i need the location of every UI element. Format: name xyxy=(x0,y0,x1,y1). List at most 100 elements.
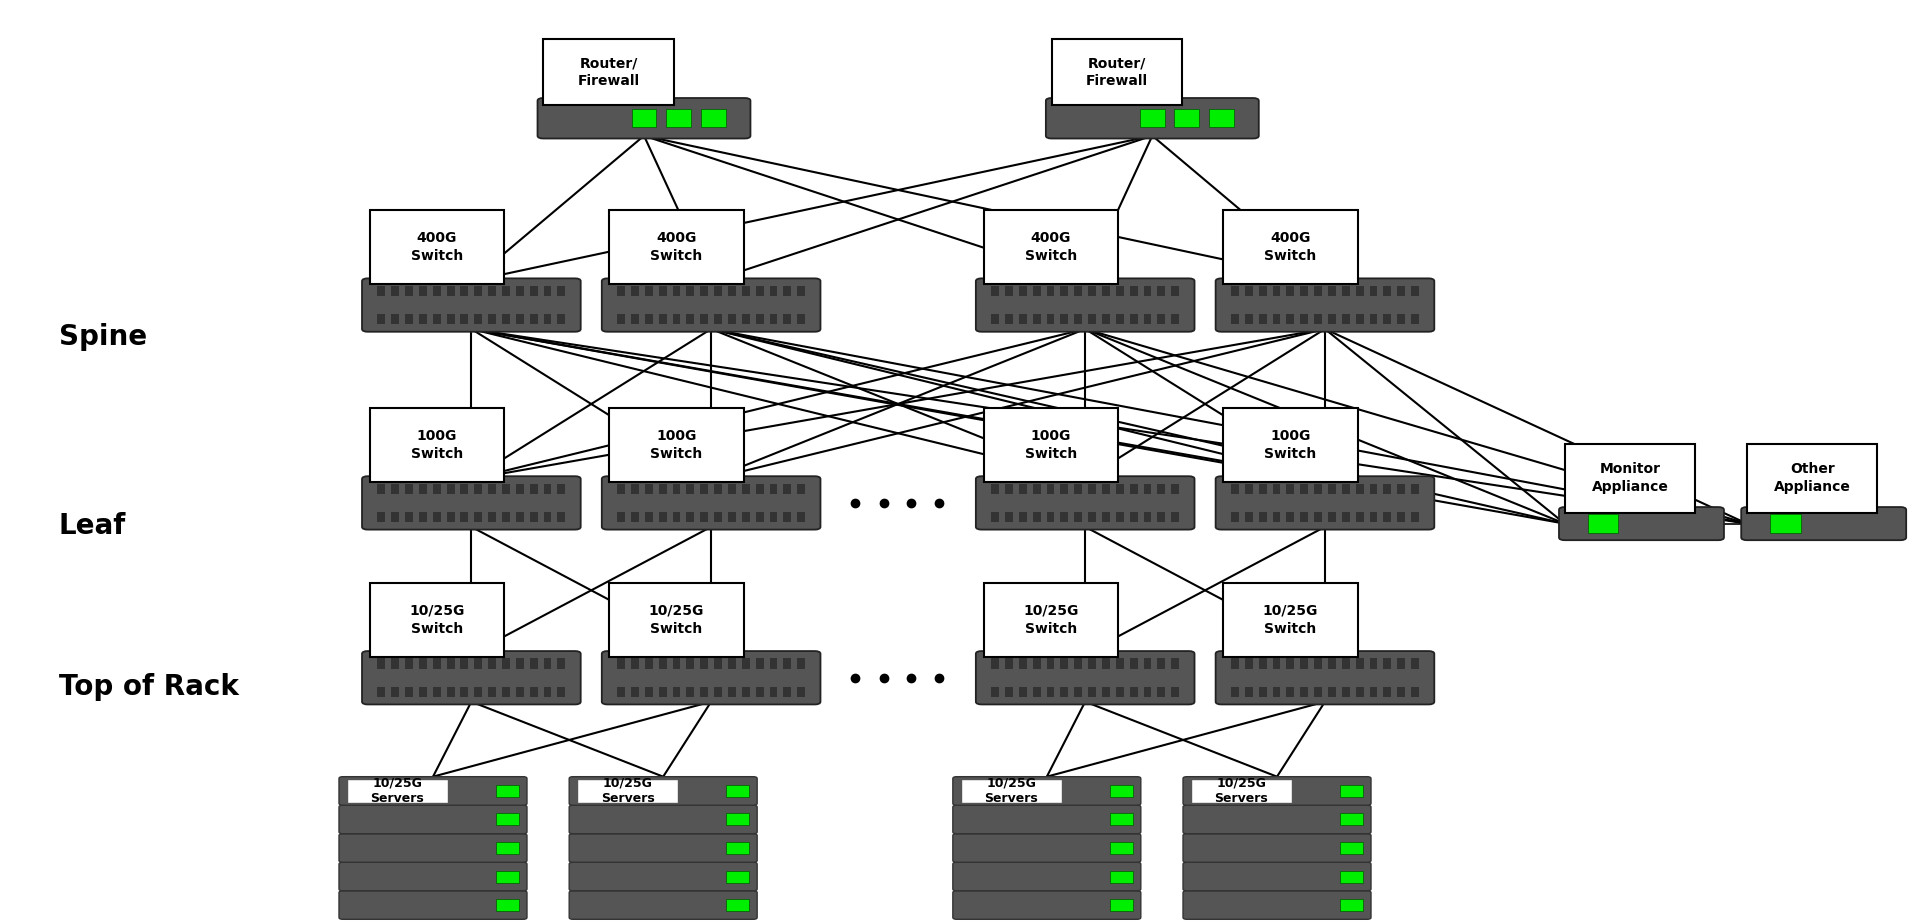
Bar xyxy=(991,286,999,296)
Text: 100G
Switch: 100G Switch xyxy=(1264,429,1316,461)
Bar xyxy=(496,899,519,911)
Bar xyxy=(432,658,440,669)
Bar xyxy=(1370,484,1377,494)
Bar xyxy=(1245,314,1252,324)
Bar xyxy=(392,484,400,494)
Bar xyxy=(672,314,680,324)
Bar xyxy=(728,511,736,522)
Bar xyxy=(419,658,426,669)
Bar xyxy=(461,658,469,669)
Bar xyxy=(1074,314,1082,324)
Bar xyxy=(1356,484,1364,494)
Bar xyxy=(1087,286,1097,296)
Bar xyxy=(1287,286,1295,296)
Bar xyxy=(1143,484,1151,494)
Bar xyxy=(617,511,624,522)
Bar xyxy=(474,687,482,697)
Bar xyxy=(1074,286,1082,296)
Bar xyxy=(488,658,496,669)
Bar xyxy=(991,658,999,669)
Bar xyxy=(1018,687,1026,697)
Bar xyxy=(1172,511,1179,522)
Bar xyxy=(715,658,722,669)
Bar xyxy=(686,511,693,522)
Bar xyxy=(659,511,667,522)
FancyBboxPatch shape xyxy=(1183,805,1372,833)
Bar xyxy=(544,39,674,105)
FancyBboxPatch shape xyxy=(1216,651,1435,704)
Bar xyxy=(797,314,805,324)
Bar xyxy=(1397,687,1404,697)
Bar xyxy=(530,511,538,522)
Bar xyxy=(1397,484,1404,494)
Bar xyxy=(1087,484,1097,494)
Bar xyxy=(755,314,763,324)
Bar xyxy=(1327,687,1335,697)
Bar xyxy=(1245,286,1252,296)
Bar xyxy=(419,511,426,522)
Bar xyxy=(474,314,482,324)
Bar xyxy=(991,314,999,324)
FancyBboxPatch shape xyxy=(1216,476,1435,530)
Bar xyxy=(448,658,455,669)
Bar xyxy=(960,779,1062,803)
Bar xyxy=(377,658,386,669)
Bar xyxy=(1383,658,1391,669)
Bar xyxy=(1245,687,1252,697)
Bar xyxy=(1272,286,1281,296)
Bar xyxy=(1314,658,1322,669)
Bar xyxy=(1412,687,1420,697)
Bar xyxy=(1158,314,1166,324)
Bar xyxy=(392,687,400,697)
Bar xyxy=(1314,484,1322,494)
Text: 100G
Switch: 100G Switch xyxy=(651,429,703,461)
FancyBboxPatch shape xyxy=(361,279,580,331)
Bar xyxy=(1258,484,1266,494)
Bar xyxy=(1769,514,1800,533)
Bar xyxy=(405,286,413,296)
FancyBboxPatch shape xyxy=(601,279,820,331)
Text: 10/25G
Servers: 10/25G Servers xyxy=(984,776,1037,806)
Bar xyxy=(645,286,653,296)
Bar xyxy=(1110,870,1133,882)
Bar xyxy=(501,314,509,324)
Bar xyxy=(501,484,509,494)
Bar xyxy=(377,687,386,697)
Bar xyxy=(501,687,509,697)
Bar xyxy=(715,286,722,296)
Bar xyxy=(1746,444,1877,512)
Bar xyxy=(544,687,551,697)
Text: Router/
Firewall: Router/ Firewall xyxy=(1085,56,1149,89)
Bar xyxy=(530,314,538,324)
Bar xyxy=(726,870,749,882)
Bar xyxy=(557,484,565,494)
FancyBboxPatch shape xyxy=(601,476,820,530)
Bar xyxy=(461,484,469,494)
Bar xyxy=(770,511,778,522)
Bar xyxy=(557,687,565,697)
Bar xyxy=(672,658,680,669)
Bar xyxy=(1356,314,1364,324)
Bar xyxy=(984,408,1118,482)
Bar xyxy=(784,687,791,697)
Bar xyxy=(984,210,1118,284)
FancyBboxPatch shape xyxy=(569,805,757,833)
Bar xyxy=(1231,484,1239,494)
Bar xyxy=(1087,658,1097,669)
Bar xyxy=(544,511,551,522)
Bar xyxy=(1172,687,1179,697)
Bar xyxy=(1301,314,1308,324)
Text: Spine: Spine xyxy=(60,323,148,352)
Bar xyxy=(991,484,999,494)
Bar xyxy=(1327,484,1335,494)
Bar xyxy=(667,109,692,127)
Bar xyxy=(1018,658,1026,669)
Bar xyxy=(1566,444,1694,512)
Bar xyxy=(630,658,640,669)
Bar xyxy=(501,286,509,296)
Text: 10/25G
Servers: 10/25G Servers xyxy=(1214,776,1268,806)
Bar xyxy=(377,286,386,296)
Bar xyxy=(701,109,726,127)
Bar xyxy=(1087,511,1097,522)
Bar xyxy=(1272,511,1281,522)
